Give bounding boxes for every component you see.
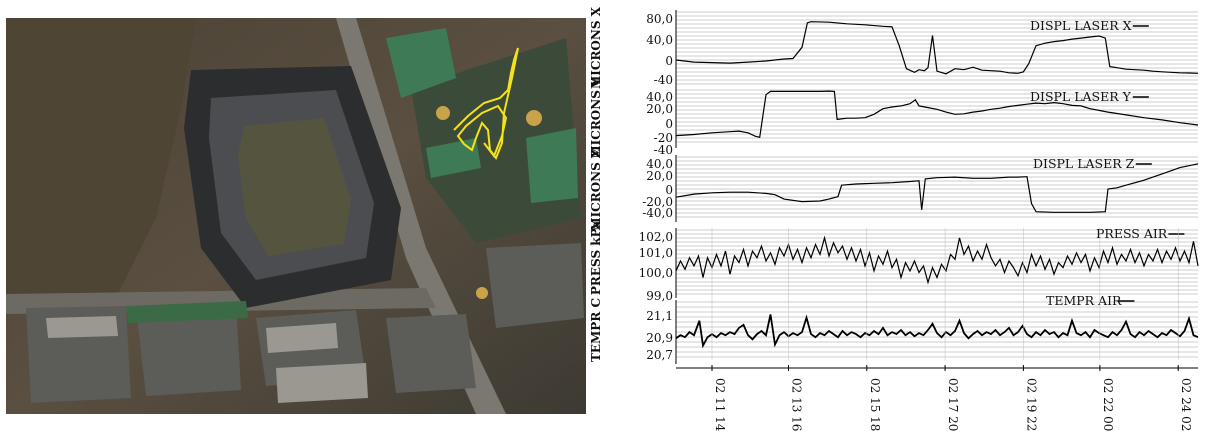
y-tick-label: 100,0 [639, 266, 673, 280]
x-tick-label: 02 15 18 [868, 378, 882, 431]
series-line [675, 235, 1199, 285]
y-tick-label: 20,7 [646, 348, 673, 362]
chart-panel: 21,1 20,9 20,7 TEMPR C TEMPR AIR [590, 293, 1199, 364]
green-strip [126, 301, 248, 323]
y-tick-label: -40 [654, 143, 673, 157]
y-tick-label: 20,0 [646, 102, 673, 116]
y-tick-label: 0 [665, 54, 673, 68]
series-line [675, 163, 1199, 213]
y-tick-label: 0 [665, 117, 673, 131]
wooded-slope [6, 18, 196, 318]
y-tick-label: 102,0 [639, 230, 673, 244]
x-tick-label: 02 24 02 [1179, 378, 1193, 431]
legend-label: DISPL LASER Y [1030, 89, 1132, 104]
y-tick-label: 40,0 [646, 157, 673, 171]
chart-panel: 40,020,00-20,0-40,0 MICRONS Z DISPL LASER … [590, 149, 1199, 231]
y-tick-label: 101,0 [639, 246, 673, 260]
y-tick-label: 40,0 [646, 33, 673, 47]
series-line [675, 90, 1199, 139]
y-tick-label: 40,0 [646, 90, 673, 104]
legend-label: DISPL LASER X [1030, 18, 1132, 33]
gps-track [453, 47, 519, 161]
y-tick-label: 80,0 [646, 12, 673, 26]
y-axis-label: TEMPR C [590, 298, 603, 362]
y-tick-label: 0 [665, 183, 673, 197]
y-axis-label: PRESS kPa [590, 221, 603, 295]
road-diagonal [336, 18, 506, 414]
x-tick-label: 02 13 16 [790, 378, 804, 431]
aerial-satellite-map [6, 18, 586, 414]
y-tick-label: 20,0 [646, 169, 673, 183]
y-axis-label: MICRONS Y [590, 77, 603, 159]
y-tick-label: -40,0 [642, 206, 673, 220]
green-roofs [386, 28, 578, 203]
y-axis-label: MICRONS X [590, 6, 603, 89]
church-domes [436, 106, 542, 299]
x-tick-label: 02 11 14 [713, 378, 727, 432]
series-line [675, 21, 1199, 75]
chart-panel: 40,020,00-20-40 MICRONS Y DISPL LASER Y [590, 77, 1199, 159]
chart-panel: 102,0 101,0 100,0 99,0 PRESS kPa PRESS AIR [590, 221, 1199, 303]
x-tick-label: 02 17 20 [946, 378, 960, 431]
series-line [675, 314, 1199, 349]
monastery-courtyard [238, 118, 351, 256]
y-axis-label: MICRONS Z [590, 149, 603, 231]
light-rooftops [46, 316, 368, 403]
y-tick-label: 21,1 [646, 309, 673, 323]
y-tick-label: -20 [654, 131, 673, 145]
x-tick-label: 02 22 00 [1101, 378, 1115, 431]
y-tick-label: -40 [654, 73, 673, 87]
urban-blocks [26, 243, 584, 403]
legend-label: TEMPR AIR [1046, 293, 1122, 308]
legend-label: PRESS AIR [1096, 226, 1168, 241]
y-tick-label: 20,9 [646, 331, 673, 345]
x-tick-label: 02 19 22 [1024, 378, 1038, 431]
legend-label: DISPL LASER Z [1033, 156, 1135, 171]
chart-panel: 80,0 40,0 0 -40 MICRONS X DISPL LASER X [590, 6, 1199, 89]
y-tick-label: 99,0 [646, 289, 673, 303]
y-tick-label: -20,0 [642, 195, 673, 209]
